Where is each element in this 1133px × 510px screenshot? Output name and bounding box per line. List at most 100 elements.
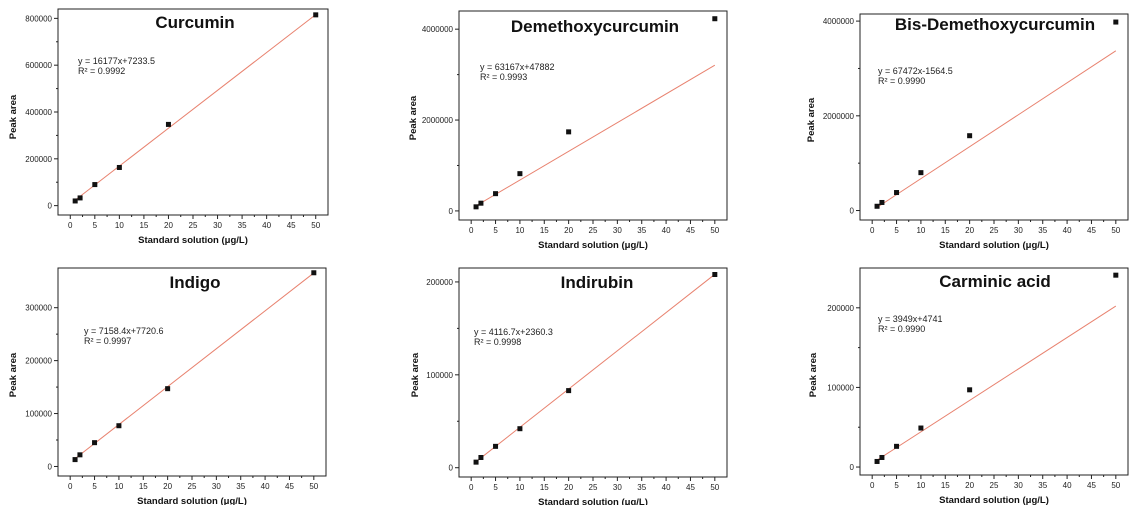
- x-tick-label: 20: [164, 221, 173, 230]
- chart-panel: 0 5 10 15 20 25 30 35 40 45 50 0 100000 200000 300000 I…: [8, 267, 327, 507]
- chart-panel: 0 5 10 15 20 25 30 35 40 45 50 0 200000 400000 600000 8…: [8, 8, 329, 246]
- data-point: [967, 133, 973, 139]
- y-tick-label: 2000000: [422, 116, 454, 125]
- fit-r-squared: R² = 0.9993: [480, 72, 527, 82]
- fit-line: [475, 64, 716, 207]
- data-point: [77, 195, 83, 201]
- fit-equation: y = 4116.7x+2360.3: [474, 327, 553, 337]
- x-tick-label: 0: [870, 481, 875, 490]
- x-tick-label: 10: [515, 483, 524, 492]
- y-tick-label: 100000: [426, 371, 453, 380]
- fit-equation: y = 67472x-1564.5: [878, 66, 953, 76]
- data-point: [1113, 19, 1119, 25]
- chart-title: Indirubin: [561, 273, 634, 292]
- x-tick-label: 15: [139, 482, 148, 491]
- x-tick-label: 5: [493, 226, 498, 235]
- chart-panel: 0 5 10 15 20 25 30 35 40 45 50 0 100000 200000 Carmini…: [808, 267, 1129, 506]
- x-tick-label: 10: [916, 226, 925, 235]
- data-point: [879, 454, 885, 460]
- y-tick-label: 300000: [25, 304, 52, 313]
- y-tick-label: 0: [449, 464, 454, 473]
- y-tick-label: 200000: [426, 278, 453, 287]
- fit-line: [876, 305, 1117, 461]
- x-tick-label: 25: [990, 226, 999, 235]
- data-point: [92, 182, 98, 188]
- plot-frame: [57, 8, 329, 216]
- x-axis-label: Standard solution (μg/L): [538, 497, 648, 505]
- fit-r-squared: R² = 0.9990: [878, 76, 925, 86]
- x-tick-label: 30: [1014, 226, 1023, 235]
- x-tick-label: 20: [564, 226, 573, 235]
- fit-equation: y = 7158.4x+7720.6: [84, 326, 164, 336]
- data-point: [879, 199, 885, 205]
- y-axis-label: Peak area: [8, 94, 19, 139]
- x-tick-label: 15: [540, 483, 549, 492]
- x-tick-label: 25: [990, 481, 999, 490]
- x-tick-label: 50: [311, 221, 320, 230]
- data-point: [967, 387, 973, 393]
- x-tick-label: 15: [540, 226, 549, 235]
- y-axis-label: Peak area: [410, 352, 421, 397]
- x-tick-label: 20: [965, 226, 974, 235]
- x-tick-label: 5: [894, 481, 899, 490]
- fit-equation: y = 16177x+7233.5: [78, 56, 155, 66]
- chart-title: Bis-Demethoxycurcumin: [895, 15, 1095, 34]
- chart-panel: 0 5 10 15 20 25 30 35 40 45 50 0 2000000 4000000 Bis-D…: [806, 13, 1129, 251]
- data-point: [72, 198, 78, 204]
- data-point: [92, 440, 98, 446]
- data-point: [478, 454, 484, 460]
- plot-frame: [859, 13, 1129, 221]
- data-point: [116, 423, 122, 429]
- y-tick-label: 4000000: [823, 17, 855, 26]
- data-point: [493, 443, 499, 449]
- fit-line: [74, 14, 317, 201]
- fit-r-squared: R² = 0.9990: [878, 324, 925, 334]
- data-point: [165, 386, 171, 392]
- x-tick-label: 0: [68, 482, 73, 491]
- x-tick-label: 40: [262, 221, 271, 230]
- x-tick-label: 45: [686, 226, 695, 235]
- x-tick-label: 30: [213, 221, 222, 230]
- x-tick-label: 50: [1111, 226, 1120, 235]
- x-tick-label: 10: [916, 481, 925, 490]
- x-tick-label: 45: [287, 221, 296, 230]
- chart-title: Carminic acid: [939, 272, 1051, 291]
- x-tick-label: 40: [662, 483, 671, 492]
- y-tick-label: 0: [850, 207, 855, 216]
- x-tick-label: 15: [941, 226, 950, 235]
- fit-equation: y = 3949x+4741: [878, 314, 943, 324]
- data-point: [165, 121, 171, 127]
- x-tick-label: 50: [710, 483, 719, 492]
- data-point: [473, 459, 479, 465]
- x-tick-label: 25: [188, 482, 197, 491]
- x-tick-label: 35: [637, 226, 646, 235]
- y-tick-label: 100000: [827, 383, 854, 392]
- x-tick-label: 50: [1111, 481, 1120, 490]
- x-tick-label: 0: [870, 226, 875, 235]
- x-tick-label: 35: [238, 221, 247, 230]
- x-tick-label: 10: [115, 221, 124, 230]
- x-tick-label: 45: [1087, 226, 1096, 235]
- x-tick-label: 45: [1087, 481, 1096, 490]
- fit-line: [876, 50, 1117, 208]
- x-tick-label: 15: [941, 481, 950, 490]
- x-axis-label: Standard solution (μg/L): [538, 240, 648, 251]
- plot-frame: [859, 267, 1129, 476]
- data-point: [566, 388, 572, 394]
- x-axis-label: Standard solution (μg/L): [138, 235, 248, 246]
- plot-frame: [57, 267, 327, 477]
- x-axis-label: Standard solution (μg/L): [939, 495, 1049, 505]
- data-point: [874, 203, 880, 209]
- x-tick-label: 40: [662, 226, 671, 235]
- y-tick-label: 0: [850, 463, 855, 472]
- data-point: [493, 191, 499, 197]
- x-tick-label: 45: [285, 482, 294, 491]
- x-tick-label: 10: [114, 482, 123, 491]
- x-tick-label: 50: [309, 482, 318, 491]
- x-tick-label: 40: [261, 482, 270, 491]
- x-tick-label: 10: [515, 226, 524, 235]
- data-point: [517, 171, 523, 177]
- x-tick-label: 35: [1038, 481, 1047, 490]
- plot-frame: [458, 10, 728, 221]
